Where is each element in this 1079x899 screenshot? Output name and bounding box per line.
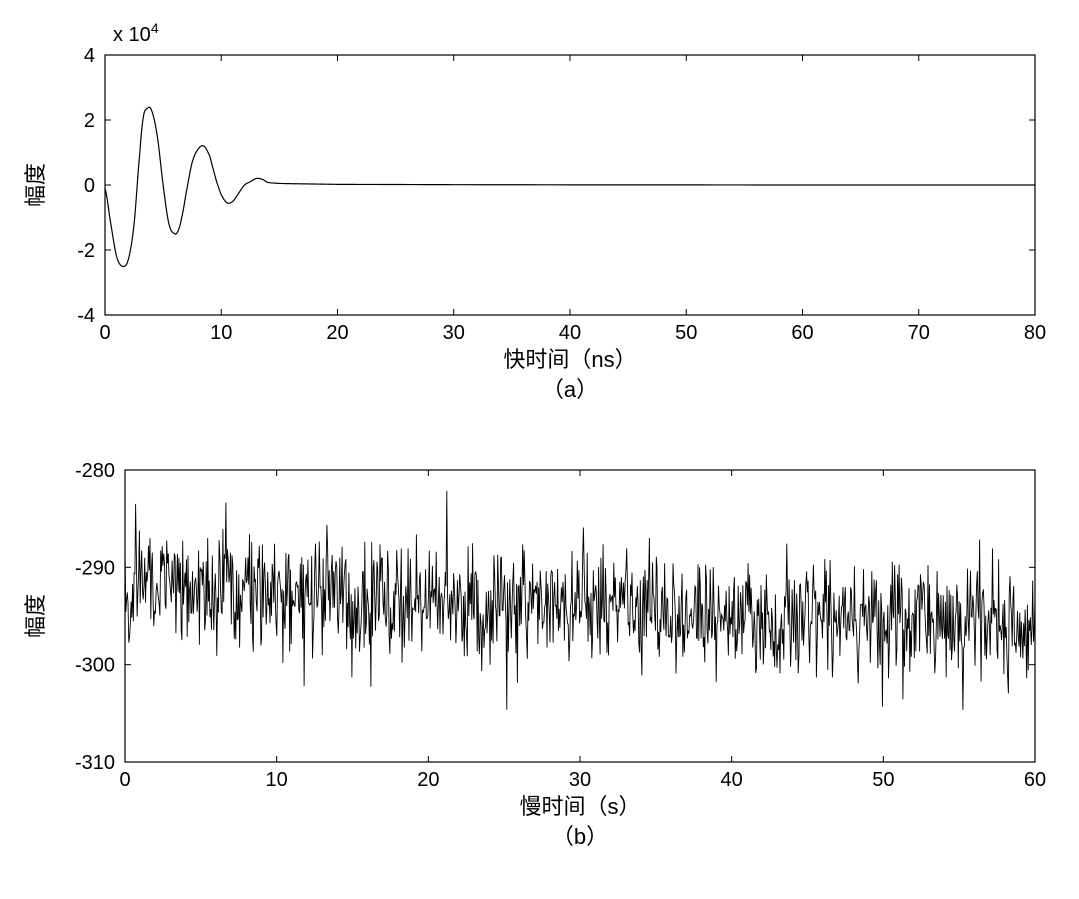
ytick-label: 0 — [84, 175, 95, 197]
xlabel: 慢时间（s） — [519, 794, 640, 819]
xtick-label: 30 — [443, 322, 465, 344]
ylabel: 幅度 — [23, 163, 48, 207]
xtick-label: 0 — [119, 769, 130, 791]
xtick-label: 80 — [1024, 322, 1046, 344]
xtick-label: 0 — [99, 322, 110, 344]
xtick-label: 10 — [266, 769, 288, 791]
xtick-label: 20 — [326, 322, 348, 344]
xlabel: 快时间（ns） — [503, 347, 636, 372]
ytick-label: -310 — [75, 752, 115, 774]
xtick-label: 50 — [872, 769, 894, 791]
xtick-label: 10 — [210, 322, 232, 344]
exponent-label: x 104 — [113, 20, 159, 46]
panel-a: 0 10 20 30 40 50 60 70 80 -4 -2 0 2 4 x 104 快时间（ns） （a） 幅… — [23, 20, 1046, 402]
xtick-label: 60 — [791, 322, 813, 344]
ylabel: 幅度 — [23, 594, 48, 638]
ytick-label: 2 — [84, 110, 95, 132]
subplot-label: （a） — [542, 377, 598, 402]
ytick-label: -300 — [75, 655, 115, 677]
xtick-label: 50 — [675, 322, 697, 344]
xtick-label: 40 — [721, 769, 743, 791]
subplot-label: （b） — [552, 824, 608, 849]
ytick-label: -2 — [77, 240, 95, 262]
ytick-label: -290 — [75, 557, 115, 579]
ytick-label: -4 — [77, 305, 95, 327]
xtick-label: 20 — [417, 769, 439, 791]
ytick-label: 4 — [84, 45, 95, 67]
xtick-label: 60 — [1024, 769, 1046, 791]
xtick-label: 30 — [569, 769, 591, 791]
xtick-label: 40 — [559, 322, 581, 344]
xtick-label: 70 — [908, 322, 930, 344]
ytick-label: -280 — [75, 460, 115, 482]
panel-b: 0 10 20 30 40 50 60 -310 -300 -290 -280 慢时间（s） （b） 幅度 — [23, 460, 1046, 849]
figure: 0 10 20 30 40 50 60 70 80 -4 -2 0 2 4 x 104 快时间（ns） （a） 幅… — [0, 0, 1079, 899]
